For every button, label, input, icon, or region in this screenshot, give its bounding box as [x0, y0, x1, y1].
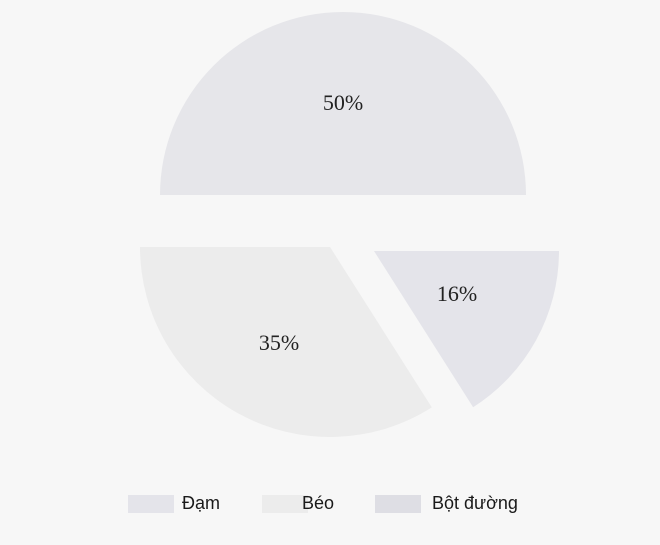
- legend-label: Bột đường: [432, 493, 518, 513]
- slice-bot-duong: [160, 12, 526, 195]
- pie-slice-labels: 50% 16% 35%: [259, 90, 477, 355]
- legend-swatch: [128, 495, 174, 513]
- legend-label: Đạm: [182, 493, 220, 513]
- legend: Đạm Béo Bột đường: [128, 493, 518, 513]
- legend-label: Béo: [302, 493, 334, 513]
- legend-swatch: [262, 495, 308, 513]
- pie-slices: [140, 12, 560, 437]
- slice-bot-duong-label: 50%: [323, 90, 363, 115]
- slice-dam: [374, 251, 560, 408]
- slice-dam-label: 16%: [437, 281, 477, 306]
- slice-beo-label: 35%: [259, 330, 299, 355]
- slice-beo: [140, 247, 432, 437]
- legend-swatch: [375, 495, 421, 513]
